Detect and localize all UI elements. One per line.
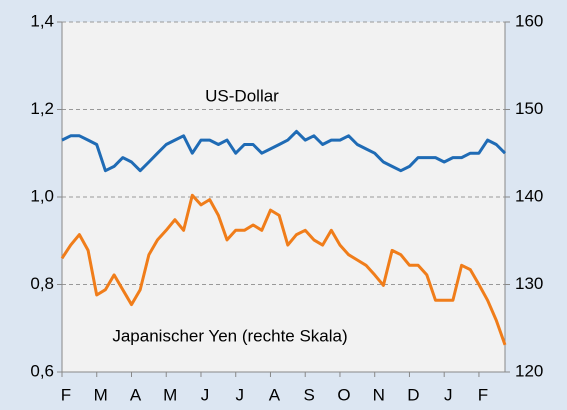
y-tick-label: 1,0: [30, 186, 54, 205]
x-tick-label: F: [61, 385, 71, 404]
data-line: [60, 193, 507, 346]
data-line: [61, 129, 507, 173]
x-tick-label: D: [407, 385, 419, 404]
x-tick-label: J: [201, 385, 210, 404]
y-tick-label: 1,2: [30, 99, 54, 118]
y-tick-label: 0,8: [30, 274, 54, 293]
y-tick-label: 1,4: [30, 11, 54, 30]
x-tick-label: O: [337, 385, 350, 404]
y2-tick-label: 160: [515, 11, 543, 30]
y2-tick-label: 150: [515, 99, 543, 118]
y2-tick-label: 140: [515, 186, 543, 205]
series-label: US-Dollar: [205, 86, 279, 105]
series-label: Japanischer Yen (rechte Skala): [112, 326, 347, 345]
x-tick-label: A: [130, 385, 142, 404]
x-tick-label: M: [94, 385, 108, 404]
x-tick-label: J: [444, 385, 453, 404]
y2-tick-label: 120: [515, 361, 543, 380]
x-tick-label: J: [235, 385, 244, 404]
x-tick-label: A: [269, 385, 281, 404]
y-tick-label: 0,6: [30, 361, 54, 380]
x-tick-label: F: [478, 385, 488, 404]
x-tick-label: N: [373, 385, 385, 404]
y2-tick-label: 130: [515, 274, 543, 293]
x-tick-label: S: [304, 385, 315, 404]
x-tick-label: M: [163, 385, 177, 404]
